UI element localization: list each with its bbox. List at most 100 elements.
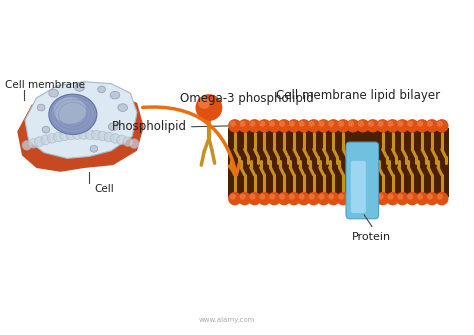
Circle shape [368, 121, 374, 127]
Circle shape [397, 194, 403, 200]
Circle shape [417, 194, 423, 200]
Circle shape [437, 121, 443, 127]
Circle shape [279, 194, 285, 200]
Circle shape [60, 131, 70, 141]
Circle shape [85, 130, 95, 139]
Text: Protein: Protein [352, 232, 392, 242]
Circle shape [248, 119, 261, 133]
Circle shape [287, 192, 301, 205]
Polygon shape [17, 93, 144, 172]
Circle shape [309, 121, 315, 127]
Circle shape [297, 119, 310, 133]
Ellipse shape [118, 104, 128, 112]
Circle shape [388, 121, 393, 127]
Circle shape [386, 192, 399, 205]
Circle shape [417, 121, 423, 127]
Circle shape [338, 194, 344, 200]
Circle shape [240, 194, 246, 200]
Circle shape [309, 194, 315, 200]
Circle shape [299, 121, 305, 127]
Circle shape [240, 121, 246, 127]
Circle shape [425, 119, 438, 133]
Circle shape [35, 137, 44, 146]
Circle shape [22, 141, 32, 150]
Circle shape [386, 119, 399, 133]
Ellipse shape [98, 86, 105, 93]
Circle shape [259, 194, 265, 200]
Circle shape [258, 192, 271, 205]
Circle shape [358, 194, 364, 200]
Circle shape [368, 194, 374, 200]
Ellipse shape [49, 94, 97, 134]
Circle shape [267, 192, 281, 205]
Circle shape [348, 194, 354, 200]
Circle shape [328, 194, 334, 200]
Circle shape [66, 130, 76, 140]
Circle shape [269, 121, 275, 127]
Circle shape [54, 132, 63, 142]
Bar [228, 128, 448, 197]
Text: Cell membrane: Cell membrane [5, 80, 85, 90]
Circle shape [356, 192, 370, 205]
Circle shape [427, 121, 433, 127]
Text: Omega-3 phospholipid: Omega-3 phospholipid [181, 91, 314, 105]
Circle shape [366, 192, 380, 205]
Circle shape [388, 194, 393, 200]
Circle shape [98, 131, 108, 141]
Circle shape [327, 119, 340, 133]
Circle shape [287, 119, 301, 133]
Circle shape [427, 194, 433, 200]
Circle shape [289, 194, 295, 200]
Circle shape [279, 121, 285, 127]
Circle shape [289, 121, 295, 127]
Circle shape [91, 130, 101, 140]
Circle shape [319, 194, 325, 200]
Ellipse shape [37, 104, 45, 111]
Ellipse shape [90, 145, 98, 152]
Circle shape [117, 135, 127, 145]
Circle shape [378, 121, 383, 127]
Circle shape [123, 137, 133, 146]
Circle shape [267, 119, 281, 133]
Circle shape [230, 194, 236, 200]
Circle shape [407, 194, 413, 200]
Circle shape [269, 194, 275, 200]
FancyArrowPatch shape [143, 107, 239, 175]
Circle shape [376, 119, 389, 133]
Circle shape [47, 133, 57, 143]
Circle shape [277, 119, 291, 133]
Circle shape [317, 192, 330, 205]
Circle shape [79, 130, 89, 139]
Circle shape [348, 121, 354, 127]
Ellipse shape [54, 97, 86, 124]
Circle shape [346, 192, 360, 205]
Circle shape [307, 119, 320, 133]
Circle shape [307, 192, 320, 205]
Circle shape [238, 192, 251, 205]
Ellipse shape [110, 91, 120, 99]
Circle shape [406, 192, 419, 205]
Circle shape [41, 135, 51, 145]
Circle shape [346, 119, 360, 133]
Circle shape [258, 119, 271, 133]
Text: www.alamy.com: www.alamy.com [199, 317, 255, 323]
Circle shape [328, 121, 334, 127]
Circle shape [317, 119, 330, 133]
Circle shape [299, 194, 305, 200]
Circle shape [248, 192, 261, 205]
Ellipse shape [42, 126, 50, 133]
Circle shape [415, 119, 429, 133]
Polygon shape [25, 82, 137, 158]
Circle shape [337, 119, 350, 133]
Circle shape [406, 119, 419, 133]
Circle shape [110, 134, 120, 143]
Circle shape [198, 97, 210, 109]
Circle shape [435, 192, 448, 205]
Circle shape [230, 121, 236, 127]
Circle shape [378, 194, 383, 200]
Circle shape [259, 121, 265, 127]
Ellipse shape [75, 84, 84, 91]
Circle shape [415, 192, 429, 205]
Circle shape [356, 119, 370, 133]
Circle shape [73, 130, 82, 139]
